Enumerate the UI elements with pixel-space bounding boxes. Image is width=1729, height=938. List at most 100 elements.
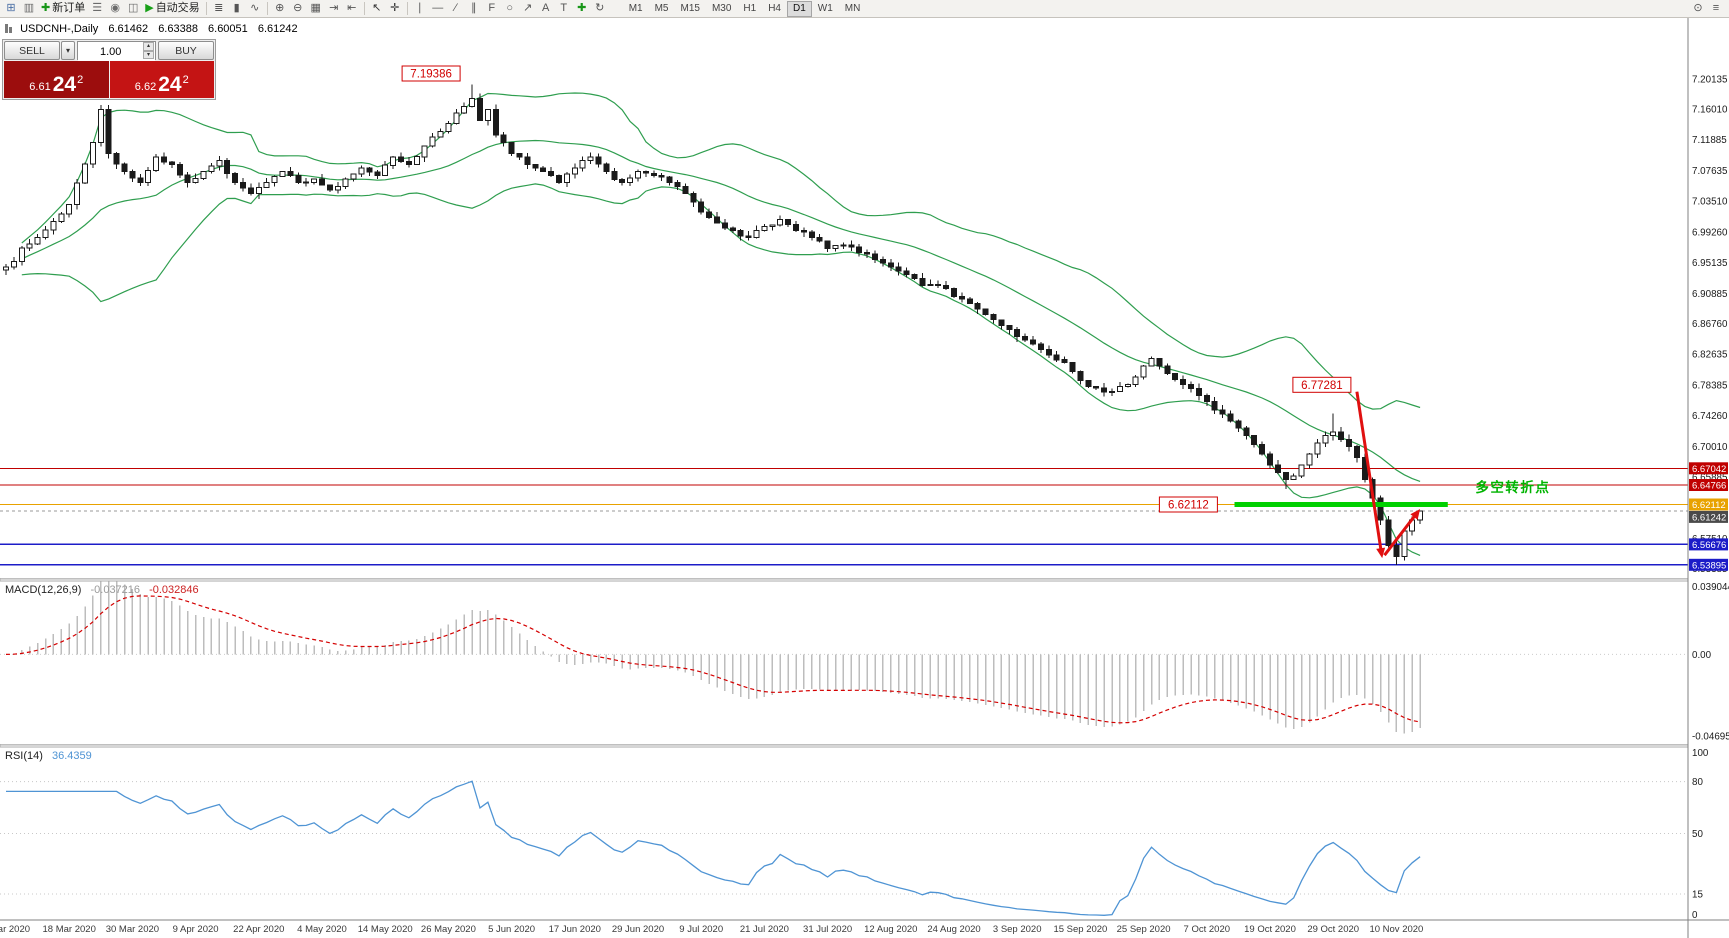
price-axis-label: 6.99260 (1692, 228, 1728, 239)
buy-price-box[interactable]: 6.62 24 2 (109, 61, 214, 98)
rsi-axis-label: 80 (1692, 777, 1703, 788)
price-callout-box[interactable] (1292, 376, 1352, 393)
macd-indicator-label: MACD(12,26,9) -0.037216 -0.032846 (5, 584, 205, 596)
trend-arrow-2[interactable] (1383, 512, 1418, 557)
candle-body (508, 142, 515, 154)
candle-body (635, 171, 641, 179)
price-axis[interactable]: 7.20135 7.16010 7.11885 7.07635 7.03510 6.992… (1689, 75, 1728, 576)
buy-price-fraction: 2 (182, 74, 189, 86)
market-watch-icon[interactable]: ☰ (88, 1, 106, 17)
navigator-icon[interactable]: ◉ (106, 1, 124, 17)
buy-button[interactable]: BUY (158, 41, 214, 60)
channel-icon[interactable]: ∥ (465, 1, 483, 17)
zoom-out-icon[interactable]: ⊖ (289, 1, 307, 17)
auto-scroll-icon: ⇥ (329, 2, 339, 14)
date-axis-label: 10 Nov 2020 (1369, 924, 1423, 935)
autotrading-button-label: 自动交易 (155, 2, 200, 14)
line-chart-icon[interactable]: ∿ (246, 1, 264, 17)
panel-separator-2[interactable] (0, 743, 1729, 748)
candle-body (1203, 394, 1210, 402)
candle-body (721, 222, 728, 229)
macd-axis-label: 0.00 (1692, 650, 1712, 661)
insert-indicator-button[interactable]: ✚ (573, 1, 591, 17)
quick-search-icon[interactable]: ⊙ (1693, 2, 1703, 14)
timeframe-MN[interactable]: MN (844, 3, 861, 14)
menu-icon[interactable]: ≡ (1712, 2, 1720, 14)
text-label-icon: T (560, 2, 568, 14)
timeframe-W1[interactable]: W1 (817, 3, 833, 14)
zoom-in-icon[interactable]: ⊕ (271, 1, 289, 17)
text-label-icon[interactable]: T (555, 1, 573, 17)
chart-window: 7.19386 6.77281 6.62112 多空转折点 7.20135 7.16010… (0, 18, 1729, 938)
candle-body (326, 184, 333, 191)
text-icon[interactable]: A (537, 1, 555, 17)
timeframe-H4[interactable]: H4 (768, 3, 781, 14)
candlestick-chart-icon[interactable]: ▮ (228, 1, 246, 17)
candle-body (74, 182, 81, 206)
chart-shift-icon[interactable]: ⇤ (343, 1, 361, 17)
order-type-dropdown[interactable]: ▾ (61, 41, 75, 60)
volume-up-button[interactable]: ▴ (143, 42, 154, 51)
new-chart-icon[interactable]: ⊞ (2, 1, 20, 17)
timeframe-M15[interactable]: M15 (680, 3, 700, 14)
candle-body (1227, 413, 1234, 422)
candle-body (579, 159, 586, 169)
trend-arrow-1[interactable] (1355, 391, 1383, 553)
refresh-icon[interactable]: ↻ (591, 1, 609, 17)
price-callout-box[interactable] (401, 65, 461, 82)
price-callout-box[interactable] (1158, 496, 1218, 513)
candle-body (66, 204, 73, 215)
timeframe-H1[interactable]: H1 (743, 3, 757, 14)
date-axis-label: 9 Apr 2020 (173, 924, 219, 935)
candle-body (1259, 444, 1266, 455)
timeframe-M30[interactable]: M30 (711, 3, 732, 14)
vertical-line-icon[interactable]: ∣ (411, 1, 429, 17)
terminal-icon[interactable]: ◫ (124, 1, 142, 17)
horizontal-line-icon[interactable]: ― (429, 1, 447, 17)
ohlc-close: 6.61242 (257, 23, 298, 35)
new-order-button[interactable]: ✚ 新订单 (38, 1, 88, 17)
sell-button[interactable]: SELL (4, 41, 60, 60)
arrows-icon[interactable]: ↗ (519, 1, 537, 17)
crosshair-icon[interactable]: ✛ (386, 1, 404, 17)
candle-body (224, 160, 231, 175)
shapes-icon[interactable]: ○ (501, 1, 519, 17)
cursor-icon[interactable]: ↖ (368, 1, 386, 17)
bollinger-lower-band[interactable] (21, 183, 1421, 556)
fibonacci-icon[interactable]: F (483, 1, 501, 17)
bar-chart-icon[interactable]: ≣ (210, 1, 228, 17)
volume-down-button[interactable]: ▾ (143, 50, 154, 59)
timeframe-M1[interactable]: M1 (628, 3, 643, 14)
timeframe-D1[interactable]: D1 (787, 0, 812, 17)
candle-body (1298, 464, 1305, 477)
timeframe-M5[interactable]: M5 (654, 3, 669, 14)
candle-body (540, 167, 547, 173)
candle-body (1006, 325, 1013, 331)
chart-canvas[interactable]: 7.19386 6.77281 6.62112 多空转折点 7.20135 7.16010… (0, 18, 1729, 938)
candle-body (1235, 420, 1242, 429)
price-callout-text: 7.19386 (410, 69, 452, 81)
candle-body (216, 160, 223, 167)
candle-body (1211, 400, 1218, 411)
candle-body (145, 170, 152, 184)
date-axis[interactable]: 4 Mar 2020 18 Mar 2020 30 Mar 2020 9 Apr 20… (0, 924, 1423, 935)
vertical-line-icon: ∣ (416, 2, 423, 14)
bollinger-upper-band[interactable] (21, 92, 1421, 410)
auto-scroll-icon[interactable]: ⇥ (325, 1, 343, 17)
rsi-indicator-label: RSI(14) 36.4359 (5, 750, 98, 762)
trendline-icon[interactable]: ∕ (447, 1, 465, 17)
chart-icon (5, 24, 13, 36)
arrows-icon: ↗ (523, 2, 533, 14)
autotrading-button[interactable]: ▶ 自动交易 (142, 1, 202, 17)
candle-body (958, 295, 965, 300)
candle-body (105, 108, 112, 154)
profiles-icon[interactable]: ▥ (20, 1, 38, 17)
sell-price-box[interactable]: 6.61 24 2 (4, 61, 109, 98)
candle-body (1267, 453, 1273, 466)
bollinger-middle-band[interactable] (21, 139, 1421, 482)
volume-input[interactable] (78, 43, 155, 61)
panel-separator-1[interactable] (0, 577, 1729, 582)
date-axis-label: 31 Jul 2020 (803, 924, 852, 935)
turning-point-note[interactable]: 多空转折点 (1475, 479, 1550, 495)
tile-windows-icon[interactable]: ▦ (307, 1, 325, 17)
